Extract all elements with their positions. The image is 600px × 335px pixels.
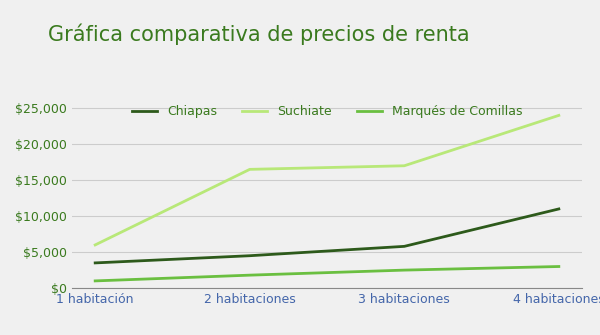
Marqués de Comillas	[401, 268, 408, 272]
Marqués de Comillas	[92, 279, 99, 283]
Chiapas	[246, 254, 253, 258]
Suchiate	[555, 113, 562, 117]
Line: Marqués de Comillas: Marqués de Comillas	[95, 267, 559, 281]
Marqués de Comillas	[555, 265, 562, 269]
Legend: Chiapas, Suchiate, Marqués de Comillas: Chiapas, Suchiate, Marqués de Comillas	[127, 100, 527, 123]
Line: Suchiate: Suchiate	[95, 115, 559, 245]
Suchiate	[246, 168, 253, 172]
Suchiate	[92, 243, 99, 247]
Text: Gráfica comparativa de precios de renta: Gráfica comparativa de precios de renta	[48, 23, 470, 45]
Line: Chiapas: Chiapas	[95, 209, 559, 263]
Chiapas	[555, 207, 562, 211]
Marqués de Comillas	[246, 273, 253, 277]
Chiapas	[92, 261, 99, 265]
Suchiate	[401, 164, 408, 168]
Chiapas	[401, 244, 408, 248]
